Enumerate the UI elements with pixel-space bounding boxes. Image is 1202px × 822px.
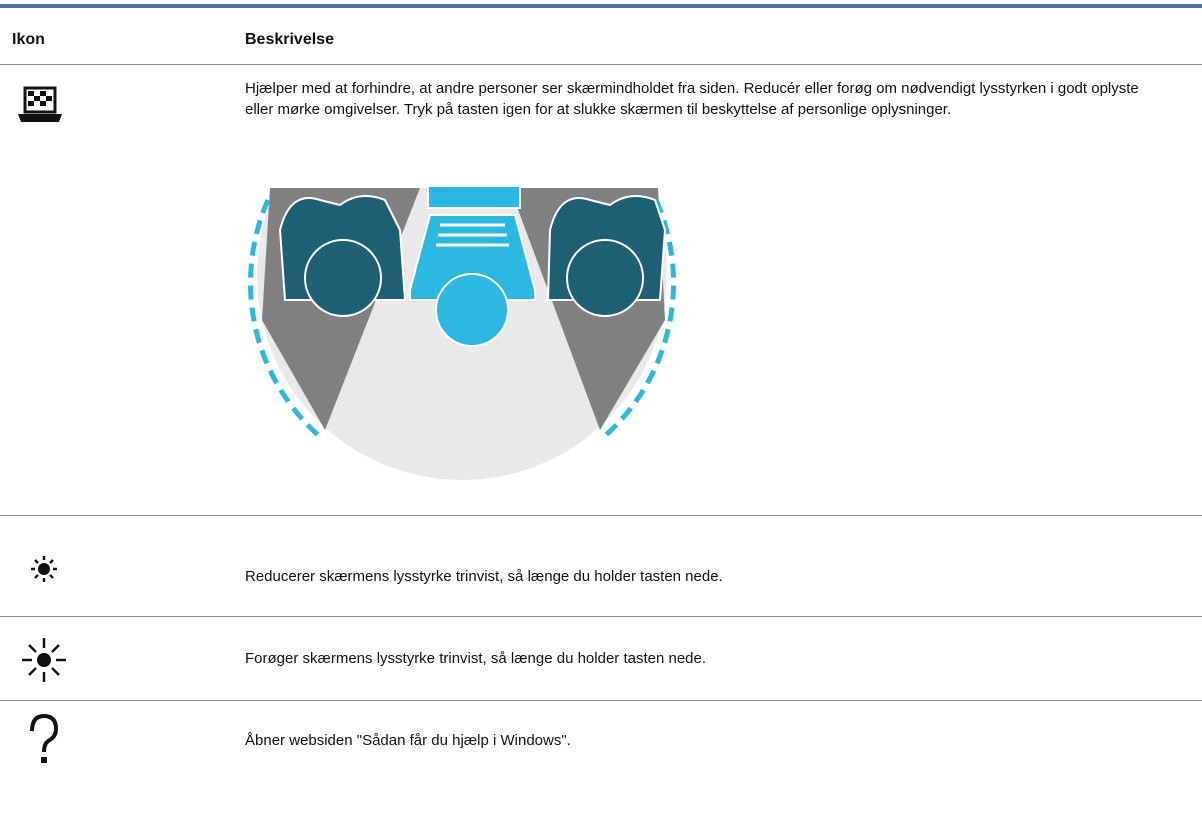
icon-privacy bbox=[18, 86, 62, 122]
privacy-illustration bbox=[248, 185, 676, 480]
description: Reducerer skærmens lysstyrke trinvist, s… bbox=[245, 568, 723, 585]
top-rule bbox=[0, 4, 1202, 8]
icon-brightness-down bbox=[31, 556, 57, 582]
row-rule bbox=[0, 700, 1202, 701]
row-rule bbox=[0, 515, 1202, 516]
icon-help bbox=[30, 713, 59, 763]
description: Hjælper med at forhindre, at andre perso… bbox=[245, 80, 1139, 118]
row-rule bbox=[0, 64, 1202, 65]
header-cell: Beskrivelse bbox=[245, 31, 334, 48]
icon-brightness-up bbox=[22, 638, 66, 682]
header-cell: Ikon bbox=[12, 31, 45, 48]
description: Forøger skærmens lysstyrke trinvist, så … bbox=[245, 650, 707, 667]
description: Åbner websiden "Sådan får du hjælp i Win… bbox=[245, 732, 571, 749]
row-rule bbox=[0, 616, 1202, 617]
